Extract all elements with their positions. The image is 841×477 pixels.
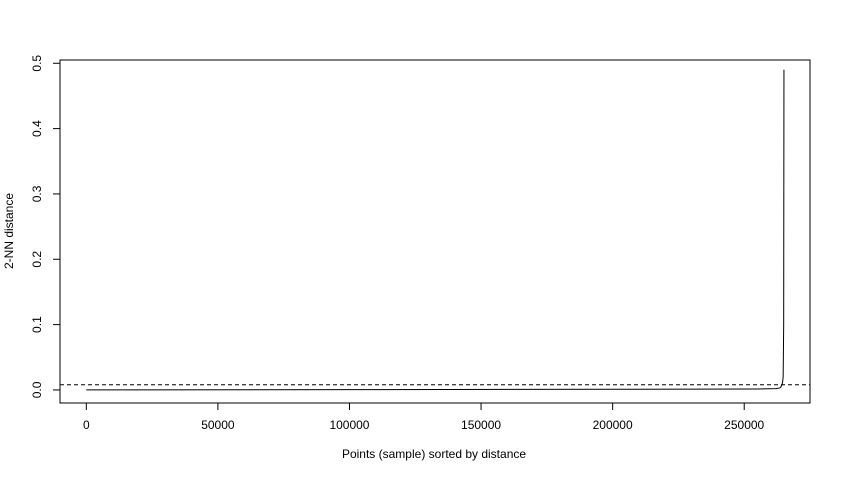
y-tick-label: 0.2 — [30, 251, 44, 268]
x-axis-label: Points (sample) sorted by distance — [342, 447, 526, 461]
plot-frame — [59, 59, 811, 404]
x-tick-label: 0 — [83, 418, 90, 432]
y-axis-label: 2-NN distance — [2, 193, 16, 269]
x-tick-label: 50000 — [201, 418, 235, 432]
y-tick-label: 0.4 — [30, 120, 44, 137]
series-line — [86, 69, 785, 391]
x-tick-label: 200000 — [593, 418, 633, 432]
y-tick-label: 0.1 — [30, 316, 44, 333]
y-axis: 0.0 0.1 0.2 0.3 0.4 0.5 — [30, 55, 61, 398]
x-axis: 0 50000 100000 150000 200000 250000 — [83, 402, 765, 432]
y-tick-label: 0.0 — [30, 381, 44, 398]
y-tick-label: 0.5 — [30, 55, 44, 72]
series-layer — [86, 69, 785, 391]
y-tick-label: 0.3 — [30, 185, 44, 202]
x-tick-label: 250000 — [724, 418, 764, 432]
x-tick-label: 150000 — [461, 418, 501, 432]
x-tick-label: 100000 — [329, 418, 369, 432]
